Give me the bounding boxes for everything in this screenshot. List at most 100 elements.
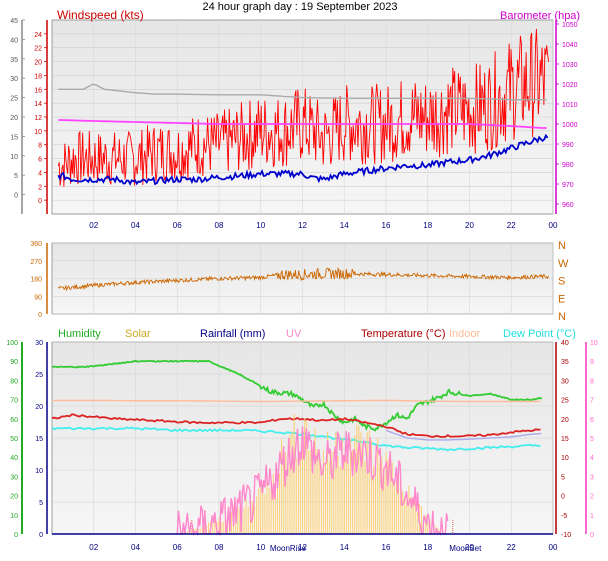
- tick-label: 5: [14, 173, 18, 180]
- tick-label: 90: [34, 294, 42, 301]
- tick-label: 15: [10, 134, 18, 141]
- tick-label: 30: [561, 378, 569, 385]
- tick-label: 9: [590, 359, 594, 366]
- tick-label: 10: [10, 154, 18, 161]
- compass-label: E: [558, 293, 565, 305]
- tick-label: 20: [10, 115, 18, 122]
- tick-label: 30: [35, 340, 43, 347]
- tick-label: 5: [39, 500, 43, 507]
- tick-label: 6: [38, 157, 42, 164]
- tick-label: 0: [14, 532, 18, 539]
- tick-label: 960: [562, 202, 574, 209]
- tick-label: 60: [10, 417, 18, 424]
- x-tick-label: 22: [507, 543, 516, 552]
- tick-label: 0: [590, 532, 594, 539]
- x-tick-label: 00: [549, 543, 558, 552]
- x-tick-label: 12: [298, 221, 307, 230]
- tick-label: 0: [561, 494, 565, 501]
- legend-item-temperature: Temperature (°C): [361, 328, 445, 340]
- tick-label: 7: [590, 398, 594, 405]
- tick-label: 970: [562, 182, 574, 189]
- x-tick-label: 18: [423, 543, 432, 552]
- x-tick-label: 16: [382, 221, 391, 230]
- tick-label: 40: [561, 340, 569, 347]
- x-tick-label: 16: [382, 543, 391, 552]
- tick-label: 5: [590, 436, 594, 443]
- tick-label: 70: [10, 398, 18, 405]
- tick-label: 20: [561, 417, 569, 424]
- series-apparent-temp: [385, 429, 542, 441]
- legend-item-humidity: Humidity: [58, 328, 101, 340]
- tick-label: 1: [590, 513, 594, 520]
- tick-label: 30: [10, 474, 18, 481]
- tick-label: 10: [590, 340, 598, 347]
- tick-label: 1010: [562, 102, 578, 109]
- tick-label: 5: [561, 474, 565, 481]
- tick-label: 50: [10, 436, 18, 443]
- tick-label: 22: [34, 46, 42, 53]
- tick-label: 10: [34, 129, 42, 136]
- tick-label: 10: [35, 468, 43, 475]
- series-wind-gust: [57, 28, 550, 187]
- page-title: 24 hour graph day : 19 September 2023: [202, 1, 397, 13]
- tick-label: 90: [10, 359, 18, 366]
- x-tick-label: 22: [507, 221, 516, 230]
- moonrise-label: MoonRise: [270, 544, 307, 553]
- tick-label: 40: [10, 37, 18, 44]
- tick-label: 1020: [562, 82, 578, 89]
- tick-label: 1050: [562, 22, 578, 29]
- tick-label: 2: [38, 184, 42, 191]
- x-tick-label: 12: [298, 543, 307, 552]
- series-barometer: [58, 119, 547, 129]
- windspeed-label: Windspeed (kts): [57, 8, 144, 22]
- tick-label: 24: [34, 32, 42, 39]
- tick-label: 14: [34, 101, 42, 108]
- series-indoor: [52, 399, 541, 403]
- x-tick-label: 00: [549, 221, 558, 230]
- tick-label: 16: [34, 87, 42, 94]
- x-tick-label: 18: [423, 221, 432, 230]
- axes-layer: 0510152025303540450246810121416182022249…: [6, 18, 598, 553]
- tick-label: 0: [38, 312, 42, 319]
- tick-label: 30: [10, 76, 18, 83]
- tick-label: 4: [38, 170, 42, 177]
- tick-label: 25: [35, 372, 43, 379]
- legend-item-dew: Dew Point (°C): [503, 328, 576, 340]
- compass-label: S: [558, 276, 565, 288]
- marks-layer: [51, 28, 553, 537]
- tick-label: 25: [561, 398, 569, 405]
- tick-label: -10: [561, 532, 571, 539]
- tick-label: 20: [35, 404, 43, 411]
- tick-label: 0: [38, 198, 42, 205]
- compass-label: N: [558, 311, 566, 323]
- tick-label: 4: [590, 455, 594, 462]
- tick-label: 80: [10, 378, 18, 385]
- x-tick-label: 10: [256, 221, 265, 230]
- series-wind-average: [57, 133, 549, 186]
- tick-label: 10: [561, 455, 569, 462]
- compass-label: W: [558, 258, 569, 270]
- tick-label: 0: [39, 532, 43, 539]
- tick-label: 270: [30, 259, 42, 266]
- legend-item-indoor: Indoor: [449, 328, 481, 340]
- series-wind-direction: [57, 266, 549, 292]
- tick-label: 8: [38, 143, 42, 150]
- barometer-label: Barometer (hpa): [500, 10, 580, 22]
- tick-label: 3: [590, 474, 594, 481]
- x-tick-label: 04: [131, 543, 140, 552]
- tick-label: 100: [6, 340, 18, 347]
- x-tick-label: 10: [256, 543, 265, 552]
- series-humidity: [52, 359, 543, 432]
- tick-label: 35: [561, 359, 569, 366]
- x-tick-label: 04: [131, 221, 140, 230]
- x-tick-label: 20: [465, 543, 474, 552]
- tick-label: 15: [35, 436, 43, 443]
- series-gray-trace: [58, 83, 547, 101]
- tick-label: 1000: [562, 122, 578, 129]
- x-tick-label: 02: [89, 221, 98, 230]
- legend-layer: Humidity Solar Rainfall (mm) UV Temperature …: [58, 328, 576, 340]
- tick-label: 40: [10, 455, 18, 462]
- x-tick-label: 02: [89, 543, 98, 552]
- tick-label: 1030: [562, 62, 578, 69]
